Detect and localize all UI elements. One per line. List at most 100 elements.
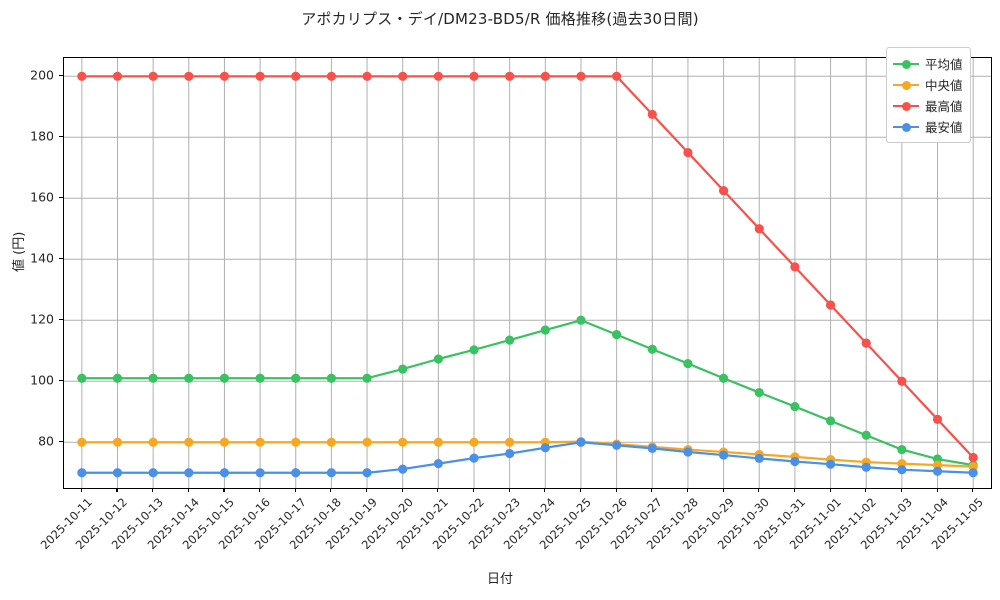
x-axis-tick-label: 2025-10-19 [322, 495, 380, 553]
series-marker [184, 71, 194, 81]
series-marker [718, 186, 729, 196]
series-marker [825, 459, 836, 469]
y-axis-tick-label: 100 [30, 372, 54, 388]
x-axis-tick-label: 2025-10-21 [394, 495, 452, 553]
series-marker [505, 335, 515, 345]
series-marker [219, 373, 230, 383]
series-marker [184, 468, 194, 478]
y-axis-label: 値 (円) [12, 231, 27, 272]
series-marker [897, 444, 907, 455]
series-marker [184, 373, 194, 383]
series-marker [612, 440, 622, 450]
series-marker [148, 468, 158, 478]
series-marker [861, 462, 871, 472]
series-marker [612, 330, 622, 340]
x-axis-tick-label: 2025-10-12 [73, 495, 131, 553]
legend-item[interactable]: 平均値 [893, 53, 963, 74]
series-marker [469, 437, 479, 447]
series-marker [219, 468, 230, 478]
legend-item[interactable]: 最安値 [893, 116, 963, 137]
series-marker [647, 344, 657, 354]
series-marker [612, 71, 622, 81]
series-marker [469, 345, 479, 355]
x-axis-tick-label: 2025-10-28 [643, 495, 701, 553]
series-marker [469, 453, 479, 463]
series-marker [897, 465, 907, 475]
series-marker [362, 71, 372, 81]
series-marker [148, 71, 158, 81]
series-line [80, 440, 975, 468]
series-marker [148, 373, 158, 383]
series-marker [932, 414, 943, 424]
x-axis-tick-label: 2025-11-05 [928, 495, 987, 553]
legend-item[interactable]: 最高値 [893, 95, 963, 116]
series-marker [968, 468, 978, 478]
legend-swatch-icon [893, 58, 919, 70]
series-marker [326, 71, 337, 81]
series-marker [897, 376, 907, 386]
series-marker [291, 468, 301, 478]
series-marker [255, 373, 265, 383]
series-marker [825, 416, 836, 426]
series-marker [112, 468, 123, 478]
series-marker [433, 459, 443, 469]
series-marker [469, 71, 479, 81]
series-marker [255, 437, 265, 447]
series-marker [540, 71, 550, 81]
series-marker [505, 448, 515, 459]
series-marker [433, 71, 443, 81]
series-marker [540, 443, 550, 453]
series-marker [326, 468, 337, 478]
series-line [80, 441, 975, 474]
y-axis-tick-label: 200 [30, 67, 54, 83]
series-marker [398, 464, 408, 474]
series-marker [790, 262, 800, 272]
plot-area [63, 57, 992, 489]
x-axis-tick-label: 2025-11-04 [893, 495, 951, 553]
x-axis-tick-label: 2025-10-17 [251, 495, 309, 553]
y-axis-tick-label: 180 [30, 128, 54, 144]
x-axis-tick-label: 2025-11-02 [821, 495, 880, 553]
series-marker [683, 358, 693, 369]
x-axis-tick-label: 2025-11-01 [786, 495, 844, 553]
legend-label: 中央値 [925, 78, 963, 93]
legend-swatch-icon [893, 121, 919, 133]
series-marker [754, 453, 764, 464]
series-marker [790, 401, 800, 412]
series-marker [718, 450, 729, 460]
x-axis-tick-label: 2025-10-18 [287, 495, 345, 553]
series-marker [255, 71, 265, 81]
series-marker [861, 430, 871, 440]
series-marker [398, 437, 408, 447]
series-marker [362, 373, 372, 383]
legend-label: 最高値 [925, 99, 963, 114]
chart-legend[interactable]: 平均値中央値最高値最安値 [886, 47, 971, 143]
x-axis-label: 日付 [486, 572, 513, 587]
series-line [80, 319, 975, 467]
legend-item[interactable]: 中央値 [893, 74, 963, 95]
series-marker [861, 338, 871, 348]
x-axis-tick-label: 2025-10-11 [37, 495, 95, 553]
series-marker [683, 447, 693, 457]
series-marker [754, 387, 764, 398]
x-axis-tick-label: 2025-10-24 [501, 495, 559, 553]
y-axis-tick-label: 160 [30, 189, 54, 205]
chart-title: アポカリプス・デイ/DM23-BD5/R 価格推移(過去30日間) [301, 10, 699, 28]
legend-label: 最安値 [925, 120, 963, 135]
x-axis-tick-label: 2025-10-15 [180, 495, 238, 553]
series-marker [968, 452, 978, 463]
series-marker [754, 224, 764, 234]
series-marker [77, 468, 87, 478]
series-marker [398, 364, 408, 374]
x-axis-tick-label: 2025-10-30 [714, 495, 773, 553]
series-marker [932, 466, 943, 476]
x-axis-tick-label: 2025-10-16 [215, 495, 273, 553]
series-marker [540, 325, 550, 335]
series-marker [112, 437, 123, 447]
series-marker [433, 437, 443, 447]
series-marker [291, 71, 301, 81]
x-axis-tick-label: 2025-10-27 [608, 495, 666, 553]
series-marker [77, 71, 87, 81]
x-axis-tick-label: 2025-10-20 [358, 495, 416, 553]
y-axis-tick-label: 120 [30, 311, 54, 327]
